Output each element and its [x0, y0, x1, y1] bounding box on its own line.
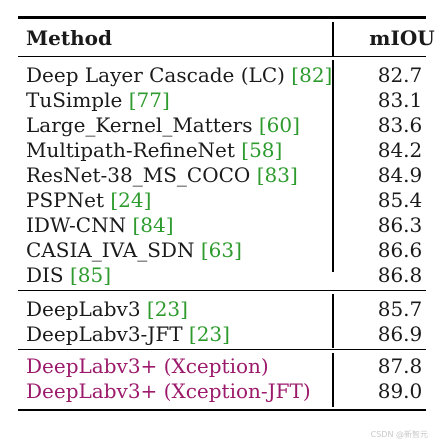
method-name: Multipath-RefineNet — [26, 138, 235, 162]
method-name: PSPNet — [26, 188, 104, 212]
miou-value: 85.4 — [377, 188, 423, 212]
citation: [84] — [132, 213, 174, 237]
group-rule — [18, 349, 426, 351]
table-row: DeepLabv3-JFT [23] 86.9 — [26, 322, 426, 346]
citation: [58] — [241, 138, 283, 162]
miou-value: 86.9 — [377, 322, 423, 346]
method-name: Large_Kernel_Matters — [26, 113, 253, 137]
top-rule — [18, 16, 426, 19]
table-row: DIS [85] 86.8 — [26, 263, 426, 287]
method-name: DeepLabv3+ (Xception-JFT) — [26, 379, 311, 403]
header-row: Method mIOU — [26, 26, 435, 50]
method-name: DeepLabv3+ (Xception) — [26, 354, 269, 378]
header-method: Method — [26, 26, 112, 50]
citation: [77] — [128, 88, 170, 112]
column-separator — [332, 353, 334, 407]
table-row: DeepLabv3 [23] 85.7 — [26, 297, 426, 321]
table-row: DeepLabv3+ (Xception-JFT) 89.0 — [26, 379, 426, 403]
method-name: ResNet-38_MS_COCO — [26, 163, 251, 187]
miou-value: 84.9 — [377, 163, 423, 187]
citation: [24] — [110, 188, 152, 212]
method-name: DeepLabv3-JFT — [26, 322, 183, 346]
table-row: Multipath-RefineNet [58] 84.2 — [26, 138, 426, 162]
table-row: ResNet-38_MS_COCO [83] 84.9 — [26, 163, 426, 187]
citation: [23] — [188, 322, 230, 346]
table-row: DeepLabv3+ (Xception) 87.8 — [26, 354, 426, 378]
method-name: DIS — [26, 263, 64, 287]
table-row: Deep Layer Cascade (LC) [82] 82.7 — [26, 63, 426, 87]
miou-value: 86.8 — [377, 263, 423, 287]
column-separator — [332, 294, 334, 348]
citation: [85] — [70, 263, 112, 287]
watermark: CSDN @新智元 — [370, 430, 428, 439]
citation: [23] — [146, 297, 188, 321]
miou-value: 85.7 — [377, 297, 423, 321]
table-row: IDW-CNN [84] 86.3 — [26, 213, 426, 237]
table-row: CASIA_IVA_SDN [63] 86.6 — [26, 238, 426, 262]
method-name: Deep Layer Cascade (LC) — [26, 63, 285, 87]
citation: [83] — [256, 163, 298, 187]
table-row: Large_Kernel_Matters [60] 83.6 — [26, 113, 426, 137]
miou-value: 82.7 — [377, 63, 423, 87]
method-name: TuSimple — [26, 88, 123, 112]
table-row: TuSimple [77] 83.1 — [26, 88, 426, 112]
miou-value: 86.6 — [377, 238, 423, 262]
column-separator — [332, 22, 334, 56]
column-separator — [332, 60, 334, 272]
method-name: IDW-CNN — [26, 213, 127, 237]
header-metric: mIOU — [369, 26, 435, 50]
header-rule — [18, 56, 426, 58]
miou-value: 84.2 — [377, 138, 423, 162]
table-row: PSPNet [24] 85.4 — [26, 188, 426, 212]
method-name: DeepLabv3 — [26, 297, 141, 321]
citation: [82] — [291, 63, 333, 87]
miou-value: 87.8 — [377, 354, 423, 378]
method-name: CASIA_IVA_SDN — [26, 238, 195, 262]
miou-value: 83.1 — [377, 88, 423, 112]
miou-value: 86.3 — [377, 213, 423, 237]
miou-value: 89.0 — [377, 379, 423, 403]
citation: [60] — [258, 113, 300, 137]
citation: [63] — [200, 238, 242, 262]
bottom-rule — [18, 409, 426, 411]
miou-value: 83.6 — [377, 113, 423, 137]
group-rule — [18, 290, 426, 292]
